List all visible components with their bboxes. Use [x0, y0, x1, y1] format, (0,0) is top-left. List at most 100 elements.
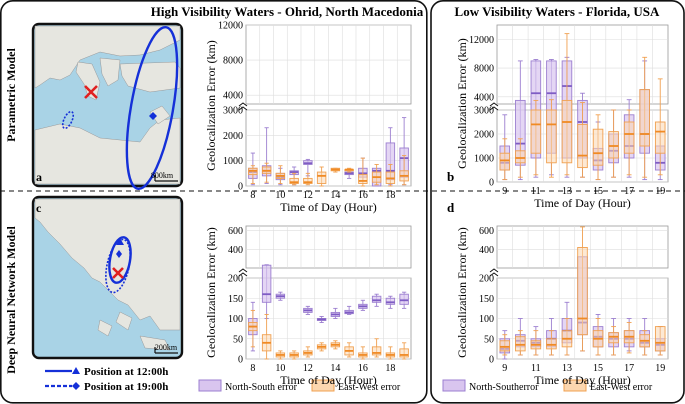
y-tick-label: 3000 — [223, 106, 243, 117]
y-tick-label: 0 — [489, 355, 494, 366]
x-tick-label: 17 — [624, 363, 634, 374]
legend-errors-left: North-South error East-West error — [198, 379, 401, 393]
x-tick-label: 19 — [655, 363, 665, 374]
box-d-ew-18 — [639, 330, 650, 356]
y-tick-label: 0 — [489, 178, 494, 189]
y-tick-label: 50 — [484, 334, 494, 345]
legend-ew-right: East-West error — [590, 382, 653, 393]
y-tick-label: 0 — [238, 182, 243, 193]
box-body — [399, 348, 409, 358]
box-body — [371, 346, 382, 356]
axis-break-mark — [489, 268, 499, 277]
y-tick-label: 150 — [228, 294, 243, 305]
y-tick-label: 0 — [238, 355, 243, 366]
diamond-marker — [149, 112, 157, 120]
box-c-ew-8 — [248, 309, 258, 348]
y-tick-label: 400 — [228, 245, 243, 256]
x-tick-label: 17 — [624, 186, 634, 197]
box-body — [289, 177, 299, 184]
y-axis-label: Geolocalization Error (km) — [204, 227, 218, 358]
box-body — [261, 264, 272, 303]
box-c-ew-16 — [358, 346, 368, 360]
y-tick-label: 4000 — [474, 92, 494, 103]
x-tick-label: 18 — [385, 190, 395, 201]
box-body — [608, 131, 619, 159]
x-tick-label: 11 — [531, 363, 541, 374]
box-c-ns-19 — [399, 291, 409, 309]
box-c-ns-9 — [261, 264, 272, 319]
true-position-cross — [84, 85, 98, 99]
box-body — [499, 152, 511, 171]
x-tick-label: 18 — [385, 363, 395, 374]
y-tick-label: 400 — [479, 245, 494, 256]
box-a-ew-10 — [275, 165, 286, 184]
box-d-ew-19 — [654, 326, 666, 356]
triangle-marker — [116, 238, 124, 245]
box-d-ew-14 — [577, 226, 588, 352]
y-tick-label: 4000 — [223, 91, 243, 102]
y-tick-label: 100 — [228, 314, 243, 325]
y-axis-label: Geolocalization Error (km) — [204, 40, 218, 171]
box-b-ew-11 — [530, 99, 542, 176]
box-d-ew-9 — [499, 334, 511, 356]
box-c-ns-18 — [385, 295, 396, 309]
box-body — [385, 297, 396, 305]
box-c-ew-19 — [399, 342, 409, 360]
legend-ns-right: North-Southerror — [469, 382, 539, 393]
triangle-marker-legend — [72, 367, 80, 374]
x-axis-label: Time of Day (Hour) — [280, 373, 377, 387]
y-tick-label: 2000 — [223, 131, 243, 142]
box-c-ns-13 — [316, 316, 327, 323]
box-a-ew-8 — [248, 165, 258, 184]
box-b-ew-18 — [639, 56, 650, 178]
title-right: Low Visibility Waters - Florida, USA — [455, 4, 660, 19]
axis-break-mark — [238, 268, 248, 277]
right-frame — [430, 0, 685, 404]
legend-ns-left: North-South error — [225, 382, 298, 393]
x-tick-label: 13 — [562, 186, 572, 197]
y-axis-label: Geolocalization Error (km) — [455, 227, 469, 358]
box-a-ew-16 — [358, 157, 368, 187]
y-tick-label: 600 — [479, 226, 494, 237]
y-tick-label: 12000 — [469, 35, 494, 46]
ellipse-19h — [61, 110, 75, 130]
y-tick-label: 100 — [479, 314, 494, 325]
box-c-ns-10 — [275, 291, 286, 301]
x-tick-label: 14 — [330, 190, 340, 201]
y-tick-label: 12000 — [218, 21, 243, 32]
box-body — [530, 109, 542, 154]
box-body — [499, 340, 511, 352]
box-d-ew-17 — [623, 322, 635, 354]
y-tick-label: 200 — [228, 274, 243, 285]
box-a-ew-14 — [330, 167, 341, 173]
x-axis-label: Time of Day (Hour) — [534, 196, 631, 210]
box-b-ew-14 — [577, 102, 588, 178]
x-tick-label: 16 — [358, 363, 368, 374]
panel-letter-a: a — [36, 170, 42, 184]
box-c-ew-9 — [261, 314, 272, 360]
x-tick-label: 10 — [275, 190, 285, 201]
y-tick-label: 1000 — [474, 154, 494, 165]
x-tick-label: 12 — [303, 363, 313, 374]
box-body — [399, 293, 409, 305]
map-c: 200km c — [31, 195, 184, 360]
box-c-ns-15 — [344, 305, 354, 315]
row-label-bottom: Deep Neural Network Model — [4, 226, 18, 374]
box-d-ew-10 — [515, 330, 526, 356]
y-tick-label: 8000 — [474, 64, 494, 75]
box-a-ew-13 — [316, 166, 327, 187]
box-b-ew-9 — [499, 138, 511, 181]
box-c-ew-10 — [275, 350, 286, 360]
box-b-ew-13 — [561, 33, 573, 176]
box-d-ew-12 — [546, 330, 557, 356]
box-a-ew-17 — [371, 164, 382, 186]
box-c-ew-14 — [330, 340, 341, 350]
scale-c: 200km — [155, 343, 178, 352]
y-tick-label: 1000 — [223, 156, 243, 167]
legend-dashed: Position at 19:00h — [84, 381, 168, 393]
box-body — [592, 128, 604, 166]
x-tick-label: 12 — [303, 190, 313, 201]
y-axis-label: Geolocalization Error (km) — [455, 38, 469, 169]
box-b-ew-16 — [608, 109, 619, 178]
